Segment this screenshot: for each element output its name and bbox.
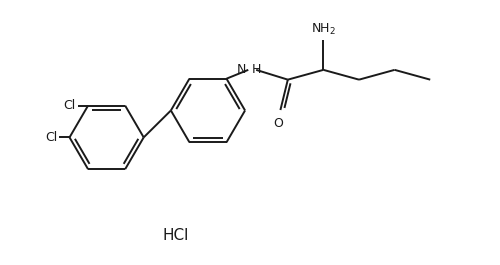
Text: O: O: [274, 117, 283, 130]
Text: Cl: Cl: [45, 131, 57, 144]
Text: NH$_2$: NH$_2$: [311, 22, 336, 37]
Text: HCl: HCl: [162, 228, 189, 243]
Text: H: H: [252, 63, 262, 76]
Text: N: N: [237, 63, 246, 76]
Text: Cl: Cl: [64, 99, 76, 112]
